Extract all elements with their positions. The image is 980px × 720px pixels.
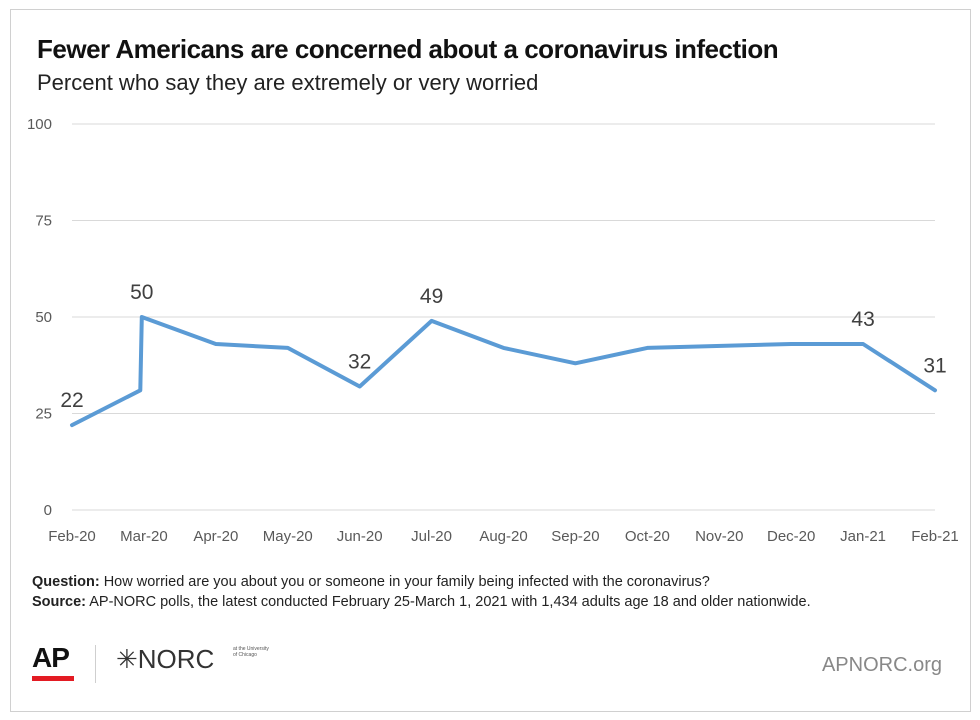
gridlines bbox=[72, 123, 935, 511]
x-tick-label: Oct-20 bbox=[625, 528, 670, 545]
y-tick-label: 75 bbox=[35, 213, 52, 230]
x-tick-label: Jul-20 bbox=[411, 528, 452, 545]
x-axis-ticks: Feb-20 Mar-20 Apr-20 May-20 Jun-20 Jul-20 Aug-… bbox=[48, 528, 959, 545]
data-label: 49 bbox=[420, 285, 443, 308]
x-tick-label: Nov-20 bbox=[695, 528, 743, 545]
question-line: Question: How worried are you about you … bbox=[32, 572, 811, 592]
x-tick-label: Sep-20 bbox=[551, 528, 599, 545]
source-text: AP-NORC polls, the latest conducted Febr… bbox=[86, 594, 811, 610]
data-label: 31 bbox=[923, 354, 946, 377]
x-tick-label: Feb-20 bbox=[48, 528, 96, 545]
y-tick-label: 50 bbox=[35, 309, 52, 326]
norc-logo: ✳NORC bbox=[116, 644, 215, 674]
y-axis-ticks: 0 25 50 75 100 bbox=[27, 116, 52, 519]
y-tick-label: 25 bbox=[35, 406, 52, 423]
data-label: 22 bbox=[60, 389, 83, 412]
x-tick-label: May-20 bbox=[263, 528, 313, 545]
x-tick-label: Apr-20 bbox=[193, 528, 238, 545]
x-tick-label: Feb-21 bbox=[911, 528, 959, 545]
source-label: Source: bbox=[32, 594, 86, 610]
notes: Question: How worried are you about you … bbox=[32, 572, 811, 612]
data-labels: 22 50 32 49 43 31 bbox=[60, 281, 946, 412]
data-label: 43 bbox=[851, 308, 874, 331]
series-line bbox=[70, 315, 937, 428]
x-tick-label: Jun-20 bbox=[337, 528, 383, 545]
x-tick-label: Jan-21 bbox=[840, 528, 886, 545]
x-tick-label: Dec-20 bbox=[767, 528, 815, 545]
ap-logo-underline bbox=[32, 676, 74, 681]
series-group bbox=[70, 315, 937, 428]
chart-title: Fewer Americans are concerned about a co… bbox=[37, 34, 779, 64]
line-chart: 0 25 50 75 100 Feb-20 Mar-20 Apr-20 May-20 Jun-2… bbox=[27, 116, 959, 545]
chart-subtitle: Percent who say they are extremely or ve… bbox=[37, 70, 539, 95]
data-label: 32 bbox=[348, 350, 371, 373]
source-line: Source: AP-NORC polls, the latest conduc… bbox=[32, 592, 811, 612]
data-label: 50 bbox=[130, 281, 153, 304]
y-tick-label: 100 bbox=[27, 116, 52, 133]
x-tick-label: Aug-20 bbox=[479, 528, 527, 545]
ap-logo: AP bbox=[32, 642, 70, 673]
x-tick-label: Mar-20 bbox=[120, 528, 168, 545]
y-tick-label: 0 bbox=[44, 502, 52, 519]
question-text: How worried are you about you or someone… bbox=[99, 574, 710, 590]
site-url: APNORC.org bbox=[821, 654, 942, 676]
norc-logo-subtext: at the University of Chicago bbox=[233, 646, 269, 658]
question-label: Question: bbox=[32, 574, 100, 590]
chart-card bbox=[10, 9, 971, 712]
logo-divider bbox=[95, 645, 96, 683]
